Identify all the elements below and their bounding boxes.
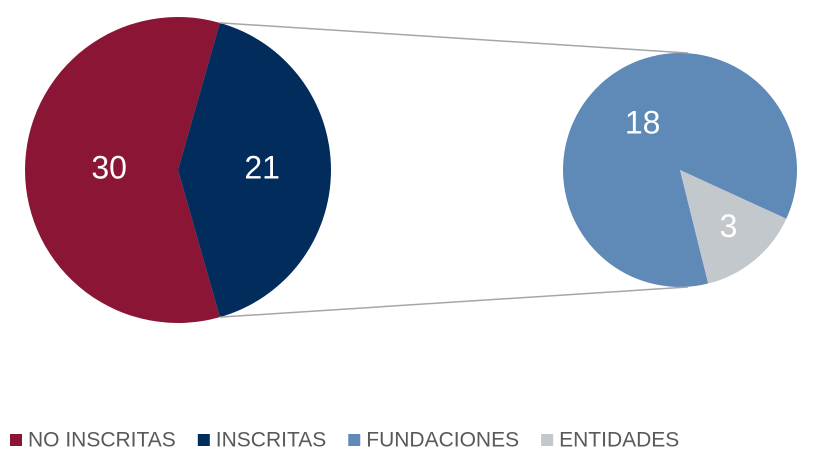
pie-slice bbox=[25, 16, 220, 324]
data-label: 3 bbox=[720, 208, 738, 244]
legend-swatch bbox=[10, 434, 22, 446]
legend-label: ENTIDADES bbox=[559, 429, 679, 452]
legend-swatch bbox=[348, 434, 361, 446]
data-label: 30 bbox=[91, 149, 127, 185]
legend-label: NO INSCRITAS bbox=[28, 429, 176, 452]
connector-line bbox=[219, 286, 689, 318]
legend-label: INSCRITAS bbox=[216, 429, 326, 452]
legend-swatch bbox=[197, 434, 210, 446]
data-label: 18 bbox=[625, 104, 661, 140]
connector-line bbox=[219, 22, 689, 54]
pie-slice bbox=[178, 22, 331, 318]
data-label: 21 bbox=[244, 149, 280, 185]
legend-swatch bbox=[541, 434, 554, 446]
legend-label: FUNDACIONES bbox=[366, 429, 519, 452]
pie-slice bbox=[680, 170, 787, 284]
pie-slice bbox=[563, 53, 798, 287]
